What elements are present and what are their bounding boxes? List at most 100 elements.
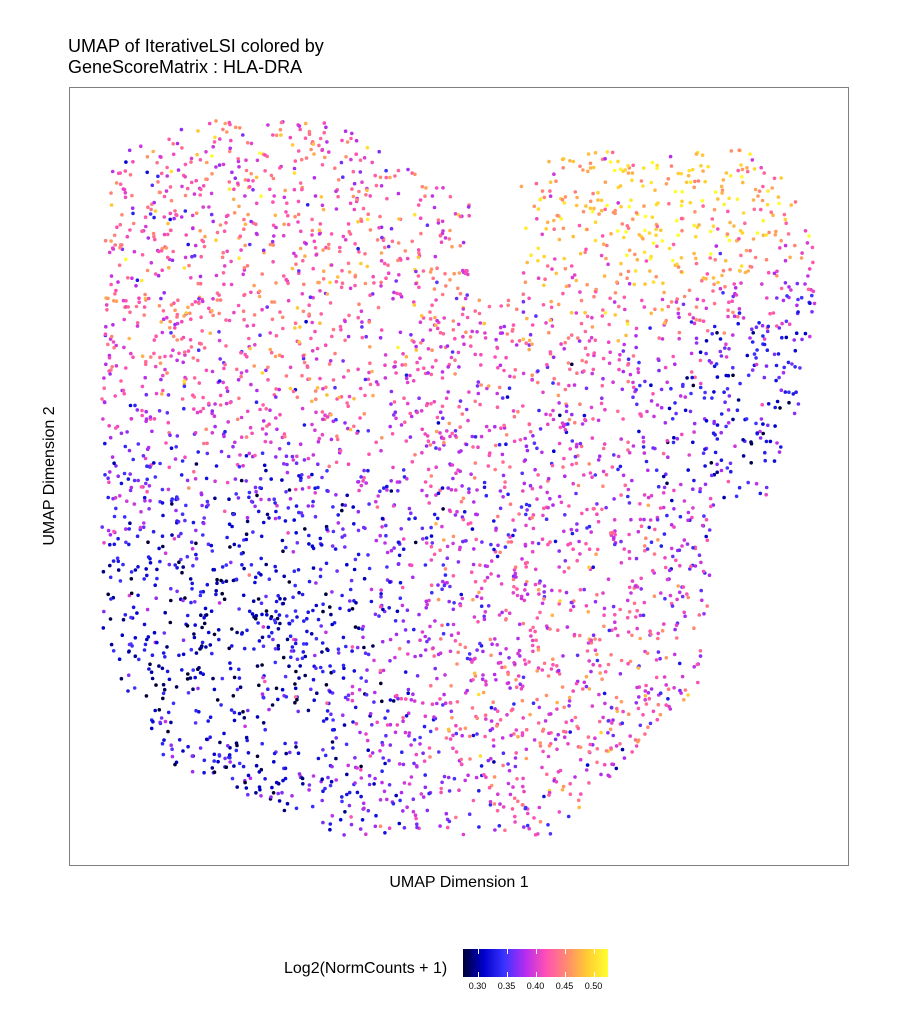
cell-point bbox=[351, 720, 355, 724]
cell-point bbox=[618, 352, 622, 357]
cell-point bbox=[331, 327, 336, 332]
cell-point bbox=[704, 419, 709, 423]
cell-point bbox=[108, 542, 112, 547]
cell-point bbox=[495, 709, 500, 713]
cell-point bbox=[601, 469, 606, 474]
cell-point bbox=[510, 339, 514, 343]
cell-point bbox=[626, 164, 630, 168]
cell-point bbox=[659, 591, 663, 595]
cell-point bbox=[623, 307, 627, 312]
cell-point bbox=[347, 608, 352, 613]
cell-point bbox=[205, 160, 209, 165]
cell-point bbox=[327, 362, 332, 366]
cell-point bbox=[620, 747, 625, 752]
cell-point bbox=[272, 760, 276, 764]
cell-point bbox=[577, 539, 581, 544]
cell-point bbox=[170, 502, 174, 506]
cell-point bbox=[176, 168, 181, 172]
cell-point bbox=[522, 658, 527, 662]
cell-point bbox=[739, 264, 744, 268]
cell-point bbox=[442, 692, 446, 697]
cell-point bbox=[577, 223, 582, 228]
cell-point bbox=[266, 123, 270, 127]
cell-point bbox=[675, 436, 680, 441]
cell-point bbox=[215, 230, 220, 235]
cell-point bbox=[362, 576, 367, 581]
cell-point bbox=[378, 336, 383, 340]
cell-point bbox=[193, 477, 198, 481]
cell-point bbox=[269, 477, 273, 481]
cell-point bbox=[260, 307, 264, 312]
cell-point bbox=[588, 471, 593, 475]
cell-point bbox=[569, 527, 574, 532]
cell-point bbox=[379, 328, 384, 332]
cell-point bbox=[465, 656, 470, 661]
cell-point bbox=[675, 262, 679, 267]
cell-point bbox=[400, 603, 405, 608]
cell-point bbox=[288, 386, 293, 391]
cell-point bbox=[676, 265, 681, 269]
cell-point bbox=[244, 454, 249, 458]
cell-point bbox=[673, 362, 677, 367]
cell-point bbox=[369, 599, 374, 604]
cell-point bbox=[271, 223, 276, 228]
cell-point bbox=[259, 534, 264, 539]
cell-point bbox=[193, 300, 198, 304]
cell-point bbox=[396, 241, 401, 245]
cell-point bbox=[586, 152, 591, 156]
cell-point bbox=[743, 270, 748, 275]
cell-point bbox=[282, 462, 286, 466]
cell-point bbox=[672, 652, 677, 657]
cell-point bbox=[198, 193, 202, 197]
cell-point bbox=[472, 500, 476, 504]
cell-point bbox=[606, 340, 611, 344]
cell-point bbox=[228, 756, 232, 760]
cell-point bbox=[567, 695, 572, 700]
cell-point bbox=[359, 676, 364, 680]
cell-point bbox=[441, 563, 446, 567]
cell-point bbox=[436, 491, 441, 496]
cell-point bbox=[613, 612, 617, 617]
cell-point bbox=[494, 337, 498, 342]
cell-point bbox=[270, 300, 274, 304]
cell-point bbox=[106, 528, 111, 533]
cell-point bbox=[429, 484, 433, 489]
cell-point bbox=[704, 534, 708, 539]
cell-point bbox=[261, 625, 266, 629]
cell-point bbox=[558, 768, 563, 773]
cell-point bbox=[627, 712, 631, 716]
cell-point bbox=[538, 741, 542, 745]
cell-point bbox=[405, 477, 409, 481]
cell-point bbox=[501, 805, 506, 809]
cell-point bbox=[460, 733, 465, 738]
cell-point bbox=[274, 569, 278, 573]
cell-point bbox=[446, 775, 451, 780]
cell-point bbox=[536, 473, 540, 477]
cell-point bbox=[272, 618, 277, 622]
cell-point bbox=[610, 628, 614, 632]
cell-point bbox=[280, 478, 284, 482]
cell-point bbox=[340, 138, 344, 143]
cell-point bbox=[163, 354, 167, 359]
cell-point bbox=[290, 619, 295, 623]
cell-point bbox=[186, 242, 190, 247]
cell-point bbox=[588, 166, 593, 170]
cell-point bbox=[727, 347, 731, 351]
cell-point bbox=[440, 376, 445, 380]
cell-point bbox=[586, 353, 590, 357]
cell-point bbox=[158, 559, 162, 564]
cell-point bbox=[410, 239, 415, 244]
cell-point bbox=[627, 532, 631, 537]
cell-point bbox=[565, 625, 570, 629]
cell-point bbox=[238, 453, 242, 457]
cell-point bbox=[201, 406, 206, 411]
cell-point bbox=[754, 325, 759, 329]
cell-point bbox=[548, 180, 553, 184]
cell-point bbox=[342, 833, 346, 837]
cell-point bbox=[453, 434, 458, 438]
cell-point bbox=[783, 243, 788, 248]
cell-point bbox=[550, 324, 555, 328]
cell-point bbox=[631, 163, 635, 168]
cell-point bbox=[176, 534, 181, 538]
cell-point bbox=[319, 195, 324, 199]
